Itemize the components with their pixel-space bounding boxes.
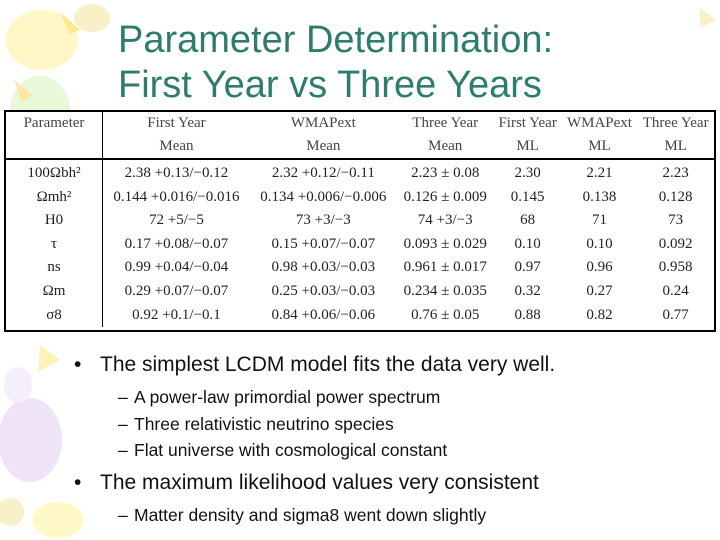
table-cell: 0.958 <box>658 259 693 276</box>
table-cell: 0.82 <box>586 306 613 323</box>
table-cell: 2.23 ± 0.08 <box>411 165 480 181</box>
table-cell: 0.234 ± 0.035 <box>403 282 487 299</box>
slide-title: Parameter Determination: First Year vs T… <box>118 18 698 108</box>
table-row: τ 0.17 +0.08/−0.07 0.15 +0.07/−0.07 0.09… <box>6 232 714 257</box>
table-cell: 2.23 <box>662 165 689 181</box>
column-header: WMAPext <box>566 115 632 131</box>
parameter-name: 100Ωbh² <box>6 159 103 186</box>
table-cell: 0.29 +0.07/−0.07 <box>124 282 229 299</box>
column-header: First Year <box>498 115 557 131</box>
column-subheader: Mean <box>396 135 494 160</box>
parameter-table: Parameter First Year WMAPext Three Year … <box>4 110 716 332</box>
table-cell: 0.092 <box>658 235 693 252</box>
bullet-text: The maximum likelihood values very consi… <box>100 470 539 494</box>
table-cell: 2.30 <box>514 165 541 181</box>
table-cell: 73 <box>668 212 684 229</box>
sub-bullet-item: – A power-law primordial power spectrum <box>118 384 714 411</box>
table-cell: 0.128 <box>658 188 693 205</box>
parameter-name: σ8 <box>6 303 103 328</box>
bullet-marker: • <box>74 353 82 376</box>
bullet-item: • The simplest LCDM model fits the data v… <box>74 350 714 380</box>
parameter-name: τ <box>6 232 103 257</box>
table-row: H0 72 +5/−5 73 +3/−3 74 +3/−3 68 71 73 <box>6 209 714 233</box>
bullet-list: • The simplest LCDM model fits the data v… <box>74 350 714 528</box>
table-cell: 0.96 <box>586 259 613 276</box>
table-cell: 0.144 +0.016/−0.016 <box>113 188 240 205</box>
column-subheader: ML <box>493 135 562 160</box>
table-cell: 2.38 +0.13/−0.12 <box>124 165 229 181</box>
table-row: ns 0.99 +0.04/−0.04 0.98 +0.03/−0.03 0.9… <box>6 256 714 280</box>
table-cell: 0.25 +0.03/−0.03 <box>271 282 376 299</box>
bullet-marker: • <box>74 470 82 494</box>
table-cell: 0.88 <box>514 306 541 323</box>
bullet-item: • The maximum likelihood values very cons… <box>74 468 714 498</box>
parameter-name: Ωmh² <box>6 185 103 210</box>
table-cell: 0.961 ± 0.017 <box>403 259 487 276</box>
column-header: First Year <box>147 115 206 131</box>
table-cell: 0.10 <box>514 235 541 252</box>
table-cell: 0.77 <box>662 306 689 323</box>
table-cell: 73 +3/−3 <box>295 212 351 229</box>
table-cell: 2.21 <box>586 165 613 181</box>
table-row: 100Ωbh² 2.38 +0.13/−0.12 2.32 +0.12/−0.1… <box>6 159 714 186</box>
bullet-text: The simplest LCDM model fits the data ve… <box>100 353 556 376</box>
sub-bullet-item: – Flat universe with cosmological constan… <box>118 437 714 464</box>
title-line-2: First Year vs Three Years <box>118 64 542 106</box>
table-cell: 0.24 <box>662 282 689 299</box>
table-cell: 0.15 +0.07/−0.07 <box>271 235 376 252</box>
table-cell: 71 <box>591 212 607 229</box>
table-cell: 0.145 <box>510 188 545 205</box>
table-row: Ωm 0.29 +0.07/−0.07 0.25 +0.03/−0.03 0.2… <box>6 279 714 304</box>
table-cell: 0.134 +0.006/−0.006 <box>260 188 387 205</box>
sub-bullet-item: – Matter density and sigma8 went down sli… <box>118 502 714 529</box>
column-header: WMAPext <box>290 115 356 131</box>
column-header: Parameter <box>6 112 103 135</box>
dash-marker: – <box>118 440 128 460</box>
table-row: σ8 0.92 +0.1/−0.1 0.84 +0.06/−0.06 0.76 … <box>6 303 714 328</box>
dash-marker: – <box>118 413 128 434</box>
column-header: Three Year <box>642 115 709 131</box>
parameter-name: Ωm <box>6 279 103 304</box>
sub-bullet-text: A power-law primordial power spectrum <box>134 387 441 407</box>
table-cell: 72 +5/−5 <box>149 212 204 229</box>
table-cell: 2.32 +0.12/−0.11 <box>271 165 375 181</box>
column-header: Three Year <box>412 115 479 131</box>
table-subheader-row: Mean Mean Mean ML ML ML <box>6 135 714 160</box>
parameter-name: H0 <box>6 209 103 233</box>
dash-marker: – <box>118 504 128 525</box>
sub-bullet-text: Flat universe with cosmological constant <box>134 440 448 460</box>
table-cell: 0.92 +0.1/−0.1 <box>132 306 221 323</box>
column-subheader: Mean <box>249 135 397 160</box>
decor-blobs <box>0 4 716 538</box>
dash-marker: – <box>118 387 128 407</box>
table-row: Ωmh² 0.144 +0.016/−0.016 0.134 +0.006/−0… <box>6 185 714 210</box>
table-cell: 0.10 <box>586 235 613 252</box>
table-header-row: Parameter First Year WMAPext Three Year … <box>6 112 714 135</box>
title-line-1: Parameter Determination: <box>118 19 554 61</box>
table-cell: 0.126 ± 0.009 <box>403 188 487 205</box>
sub-bullet-item: – Three relativistic neutrino species <box>118 411 714 438</box>
parameter-name: ns <box>6 256 103 280</box>
table-cell: 0.17 +0.08/−0.07 <box>124 235 229 252</box>
table-cell: 0.76 ± 0.05 <box>411 306 480 323</box>
table-cell: 0.97 <box>514 259 541 276</box>
column-subheader: ML <box>561 135 638 160</box>
table-cell: 0.32 <box>514 282 541 299</box>
sub-bullet-text: Matter density and sigma8 went down slig… <box>134 504 487 525</box>
table-cell: 0.138 <box>582 188 617 205</box>
column-subheader: ML <box>637 135 714 160</box>
table-cell: 68 <box>520 212 536 229</box>
table-cell: 0.27 <box>586 282 613 299</box>
column-subheader: Mean <box>102 135 250 160</box>
table-cell: 0.84 +0.06/−0.06 <box>271 306 376 323</box>
sub-bullet-text: Three relativistic neutrino species <box>134 413 394 434</box>
table-cell: 0.99 +0.04/−0.04 <box>124 259 229 276</box>
table-cell: 0.98 +0.03/−0.03 <box>271 259 376 276</box>
parameter-table-grid: Parameter First Year WMAPext Three Year … <box>6 112 714 328</box>
table-cell: 0.093 ± 0.029 <box>403 235 487 252</box>
table-cell: 74 +3/−3 <box>417 212 473 229</box>
column-subheader <box>6 135 103 160</box>
